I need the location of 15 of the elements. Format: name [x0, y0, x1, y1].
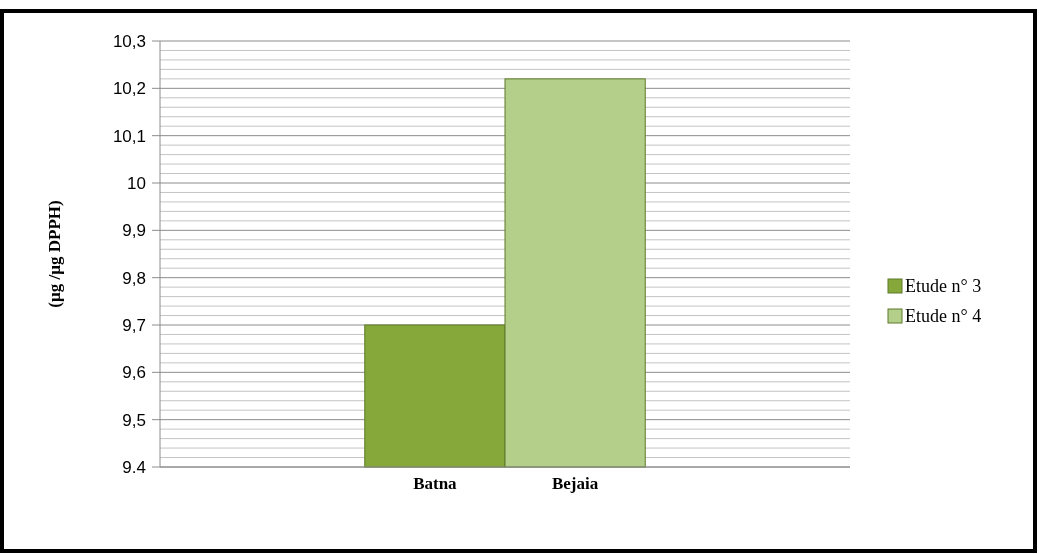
y-tick-label: 9,5	[122, 410, 146, 430]
y-tick-label: 9,8	[122, 268, 146, 288]
y-tick-label: 9,9	[122, 221, 146, 241]
x-tick-label: Bejaia	[551, 474, 599, 493]
y-tick-label: 9.4	[122, 457, 146, 477]
y-tick-label: 10	[127, 173, 146, 193]
y-tick-label: 9,7	[122, 315, 146, 335]
x-tick-label: Batna	[413, 474, 458, 493]
legend-label: Etude n° 3	[905, 276, 982, 297]
y-tick-label: 10,1	[112, 126, 146, 146]
y-axis-title: (µg /µg DPPH)	[45, 200, 64, 308]
legend-label: Etude n° 4	[905, 306, 982, 327]
y-tick-label: 10,3	[112, 31, 146, 51]
y-tick-label: 9,6	[122, 363, 146, 383]
y-tick-label: 10,2	[112, 79, 146, 99]
